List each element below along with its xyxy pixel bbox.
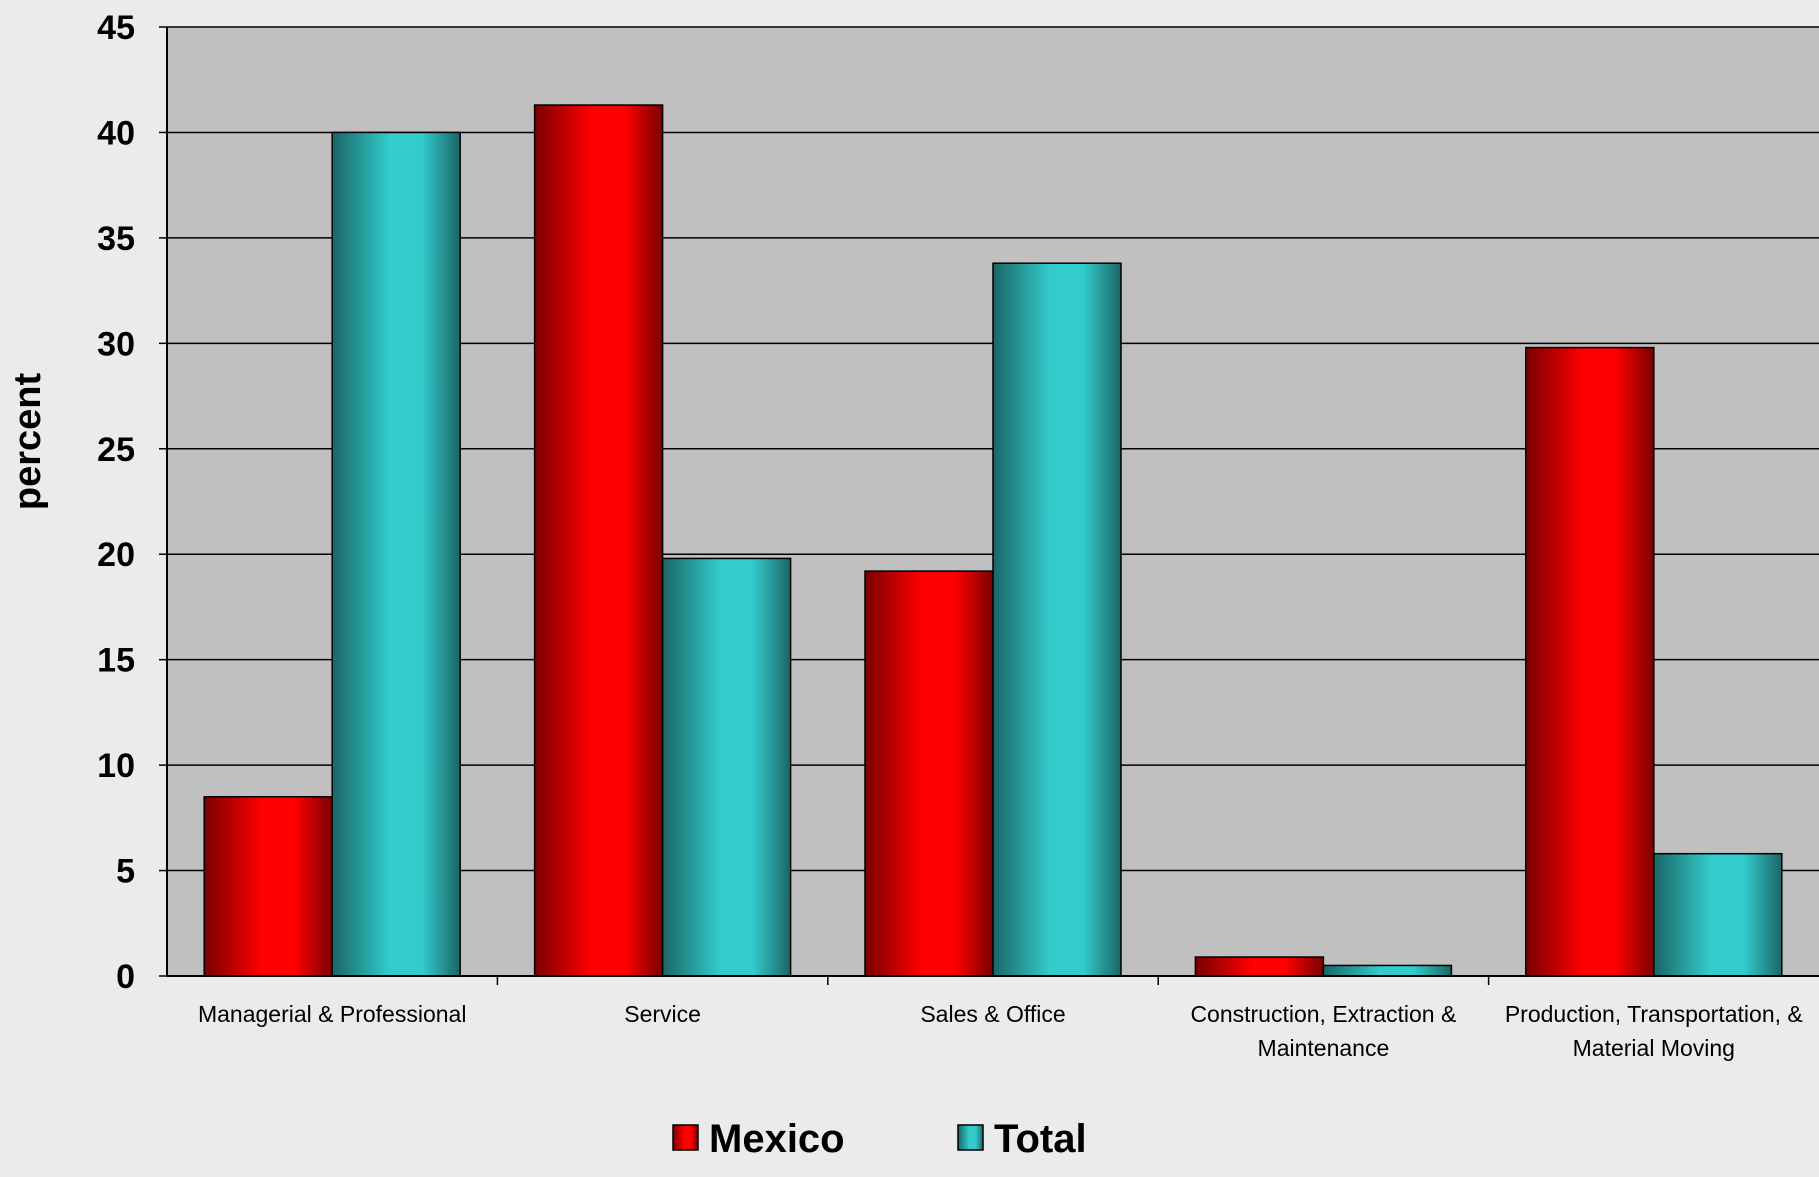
y-tick-label: 10 xyxy=(97,747,135,785)
legend-label-mexico: Mexico xyxy=(709,1117,845,1161)
y-tick-label: 40 xyxy=(97,114,135,152)
bar-total-1 xyxy=(661,557,792,977)
x-tick-labels: Managerial & Professional Service Sales & … xyxy=(198,1001,1803,1061)
bar-total-4 xyxy=(1653,852,1783,977)
y-tick-label: 30 xyxy=(97,325,135,363)
y-tick-label: 45 xyxy=(97,9,135,47)
legend-swatch-mexico xyxy=(672,1124,699,1151)
legend: Mexico Total xyxy=(672,1117,1087,1161)
y-tick-label: 20 xyxy=(97,536,135,574)
y-tick-labels: 0 5 10 15 20 25 30 35 40 45 xyxy=(97,9,135,996)
bars xyxy=(203,104,1783,977)
x-tick-label: Production, Transportation, & Material Mo… xyxy=(1505,1001,1803,1061)
bar-total-3 xyxy=(1322,964,1453,977)
bar-total-2 xyxy=(992,262,1122,977)
bar-mexico-0 xyxy=(203,795,333,977)
legend-label-total: Total xyxy=(994,1117,1087,1161)
y-tick-label: 0 xyxy=(116,958,135,996)
x-tick-label: Managerial & Professional xyxy=(198,1001,466,1027)
axes xyxy=(166,27,1819,985)
bar-mexico-3 xyxy=(1194,956,1325,977)
legend-swatch-total xyxy=(957,1124,984,1151)
y-tick-label: 35 xyxy=(97,220,135,258)
x-tick-label: Service xyxy=(624,1001,701,1027)
x-tick-label: Sales & Office xyxy=(920,1001,1065,1027)
bar-total-0 xyxy=(331,131,461,977)
bar-mexico-1 xyxy=(533,104,664,977)
bar-mexico-2 xyxy=(864,570,994,977)
y-tick-label: 15 xyxy=(97,642,135,680)
x-tick-label: Construction, Extraction & Maintenance xyxy=(1190,1001,1456,1061)
bar-mexico-4 xyxy=(1525,346,1655,977)
y-tick-label: 5 xyxy=(116,853,135,891)
y-axis-label: percent xyxy=(7,373,49,511)
y-tick-label: 25 xyxy=(97,431,135,469)
